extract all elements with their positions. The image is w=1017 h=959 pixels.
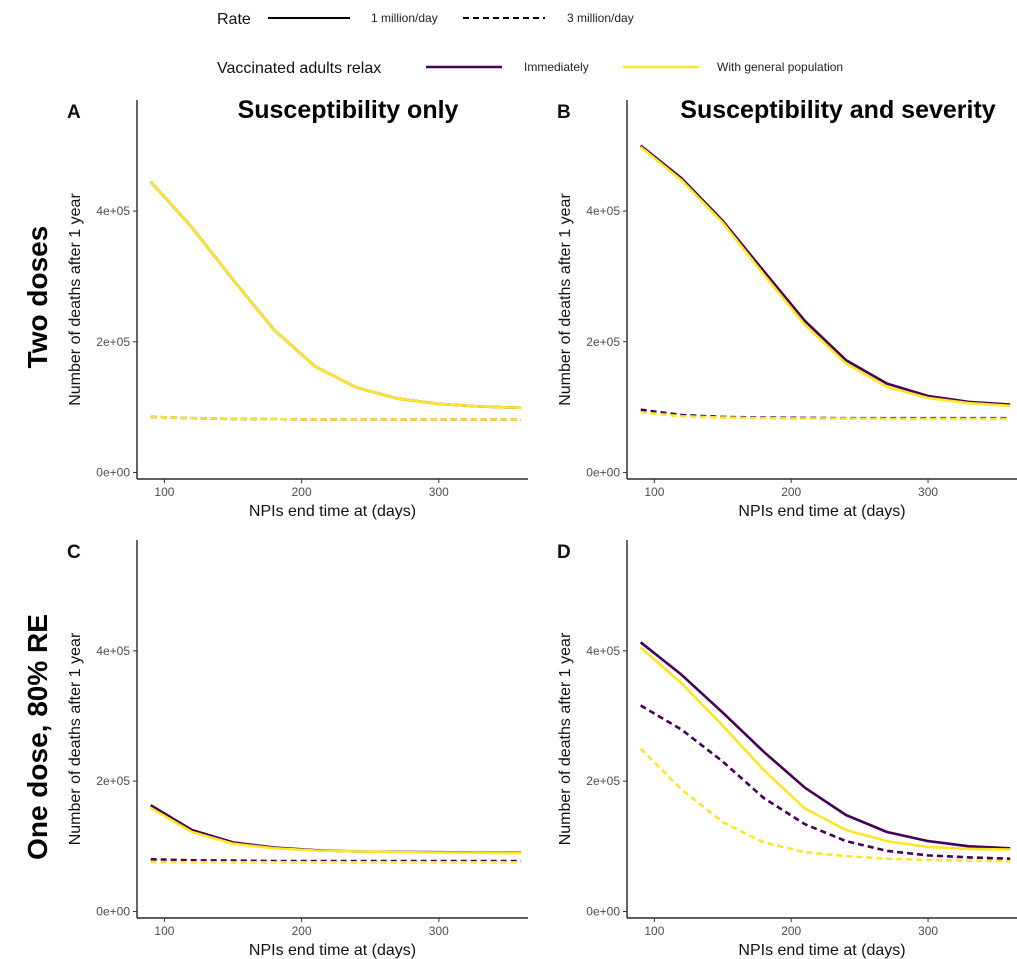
- row-header-one-dose: One dose, 80% RE: [22, 614, 53, 860]
- x-tick-label: 300: [429, 485, 449, 499]
- series-line-solid-general-population: [639, 145, 1011, 408]
- y-tick-label: 2e+05: [96, 335, 130, 349]
- legend-rate-title: Rate: [217, 11, 251, 28]
- x-tick-label: 200: [292, 485, 312, 499]
- panel-b: B 0e+00 2e+05 4e+05 100 200 300 NPIs end time a…: [557, 100, 1017, 520]
- panel-label: B: [557, 102, 571, 123]
- series-line-dashed-general-population: [150, 415, 522, 421]
- y-tick-label: 0e+00: [586, 904, 620, 918]
- y-axis-title: Number of deaths after 1 year: [557, 193, 574, 406]
- y-tick-label: 2e+05: [586, 335, 620, 349]
- x-tick-label: 300: [918, 924, 938, 938]
- legend-relax-title: Vaccinated adults relax: [217, 60, 381, 77]
- series-line-solid-immediately: [150, 804, 522, 855]
- series-line-dashed-immediately: [640, 704, 1011, 860]
- x-axis-title: NPIs end time at (days): [738, 503, 905, 520]
- y-tick-label: 4e+05: [96, 204, 130, 218]
- series-line-solid-general-population: [639, 646, 1011, 851]
- x-axis-title: NPIs end time at (days): [249, 503, 416, 520]
- legend-rate-label-1: 1 million/day: [371, 11, 438, 25]
- series-line-solid-immediately: [149, 180, 522, 410]
- series-line-dashed-immediately: [150, 858, 522, 863]
- y-tick-label: 2e+05: [586, 774, 620, 788]
- series-line-solid-immediately: [639, 641, 1011, 850]
- y-tick-label: 4e+05: [96, 644, 130, 658]
- row-header-two-doses: Two doses: [22, 226, 53, 369]
- legend-rate-label-2: 3 million/day: [567, 11, 634, 25]
- panel-a: A 0e+00 2e+05 4e+05 100 200 300 NPIs end time a…: [67, 100, 528, 520]
- panel-label: C: [67, 542, 81, 563]
- panel-c: C 0e+00 2e+05 4e+05 100 200 300 NPIs end time a…: [67, 540, 528, 959]
- y-axis-title: Number of deaths after 1 year: [557, 632, 574, 845]
- legend-relax-label-1: Immediately: [524, 60, 589, 74]
- column-header-susceptibility-and-severity: Susceptibility and severity: [680, 96, 995, 124]
- legend: Rate 1 million/day 3 million/day Vaccina…: [217, 11, 843, 77]
- x-tick-label: 200: [292, 924, 312, 938]
- x-tick-label: 100: [644, 924, 664, 938]
- x-axis-title: NPIs end time at (days): [249, 942, 416, 959]
- y-tick-label: 0e+00: [586, 465, 620, 479]
- x-tick-label: 200: [781, 485, 801, 499]
- y-tick-label: 4e+05: [586, 204, 620, 218]
- panel-d: D 0e+00 2e+05 4e+05 100 200 300 NPIs end time a…: [557, 540, 1017, 959]
- series-line-dashed-general-population: [639, 747, 1011, 863]
- series-line-solid-general-population: [150, 806, 522, 855]
- series-line-solid-immediately: [639, 144, 1011, 406]
- y-tick-label: 2e+05: [96, 774, 130, 788]
- panel-label: A: [67, 102, 81, 123]
- x-tick-label: 100: [154, 485, 174, 499]
- x-axis-title: NPIs end time at (days): [738, 942, 905, 959]
- y-tick-label: 4e+05: [586, 644, 620, 658]
- y-axis-title: Number of deaths after 1 year: [67, 632, 84, 845]
- x-tick-label: 100: [644, 485, 664, 499]
- series-line-dashed-general-population: [640, 411, 1011, 421]
- x-tick-label: 300: [918, 485, 938, 499]
- column-header-susceptibility-only: Susceptibility only: [238, 96, 459, 124]
- series-line-solid-general-population: [149, 180, 522, 410]
- x-tick-label: 200: [781, 924, 801, 938]
- x-tick-label: 300: [429, 924, 449, 938]
- x-tick-label: 100: [154, 924, 174, 938]
- y-axis-title: Number of deaths after 1 year: [67, 193, 84, 406]
- y-tick-label: 0e+00: [96, 904, 130, 918]
- y-tick-label: 0e+00: [96, 465, 130, 479]
- panel-label: D: [557, 542, 571, 563]
- legend-relax-label-2: With general population: [717, 60, 843, 74]
